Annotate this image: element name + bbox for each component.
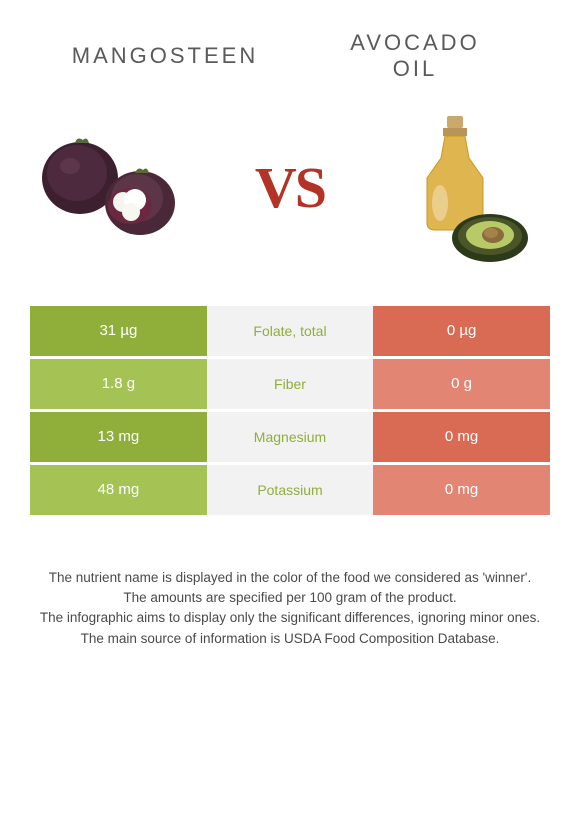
- nutrient-row: 31 µgFolate, total0 µg: [30, 306, 550, 356]
- nutrient-name: Potassium: [207, 465, 373, 515]
- food-title-right: AVOCADO OIL: [290, 30, 540, 83]
- nutrient-table: 31 µgFolate, total0 µg1.8 gFiber0 g13 mg…: [30, 303, 550, 518]
- nutrient-name: Fiber: [207, 359, 373, 409]
- nutrient-value-left: 13 mg: [30, 412, 207, 462]
- nutrient-value-right: 0 µg: [373, 306, 550, 356]
- nutrient-row: 1.8 gFiber0 g: [30, 359, 550, 409]
- header-row: MANGOSTEEN AVOCADO OIL: [30, 30, 550, 83]
- footer-line: The infographic aims to display only the…: [35, 608, 545, 628]
- footer-line: The nutrient name is displayed in the co…: [35, 568, 545, 588]
- nutrient-name: Magnesium: [207, 412, 373, 462]
- nutrient-row: 13 mgMagnesium0 mg: [30, 412, 550, 462]
- avocado-oil-icon: [385, 108, 535, 268]
- footer-line: The main source of information is USDA F…: [35, 629, 545, 649]
- nutrient-value-right: 0 mg: [373, 412, 550, 462]
- nutrient-name: Folate, total: [207, 306, 373, 356]
- nutrient-value-left: 48 mg: [30, 465, 207, 515]
- nutrient-value-left: 1.8 g: [30, 359, 207, 409]
- footer-text: The nutrient name is displayed in the co…: [30, 568, 550, 649]
- mangosteen-image: [30, 113, 210, 263]
- avocado-oil-image: [370, 113, 550, 263]
- image-row: VS: [30, 103, 550, 273]
- footer-line: The amounts are specified per 100 gram o…: [35, 588, 545, 608]
- nutrient-row: 48 mgPotassium0 mg: [30, 465, 550, 515]
- mangosteen-icon: [35, 118, 205, 258]
- nutrient-value-right: 0 g: [373, 359, 550, 409]
- vs-label: VS: [255, 154, 325, 221]
- food-title-left: MANGOSTEEN: [40, 43, 290, 69]
- nutrient-value-left: 31 µg: [30, 306, 207, 356]
- food-title-right-line2: OIL: [393, 56, 437, 81]
- food-title-right-line1: AVOCADO: [350, 30, 479, 55]
- nutrient-value-right: 0 mg: [373, 465, 550, 515]
